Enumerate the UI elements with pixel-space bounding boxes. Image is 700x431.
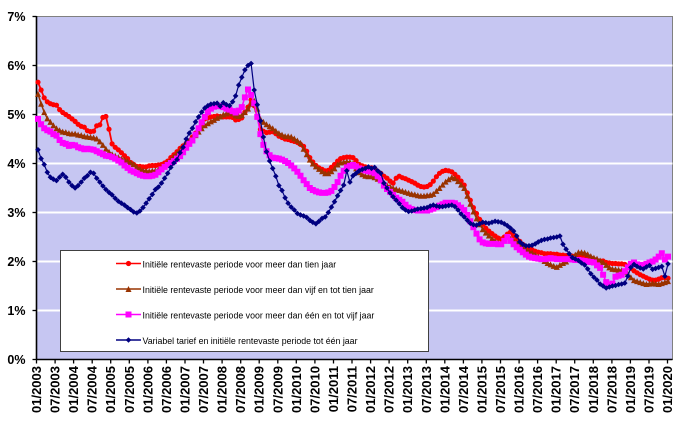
svg-text:07/2018: 07/2018 <box>604 366 619 413</box>
svg-text:2%: 2% <box>7 255 25 269</box>
svg-text:01/2016: 01/2016 <box>512 366 527 413</box>
svg-text:4%: 4% <box>7 157 25 171</box>
svg-text:07/2009: 07/2009 <box>270 366 285 413</box>
svg-text:1%: 1% <box>7 304 25 318</box>
svg-text:Initiële rentevaste periode vo: Initiële rentevaste periode voor meer da… <box>143 260 337 270</box>
svg-text:01/2005: 01/2005 <box>103 366 118 413</box>
svg-text:01/2011: 01/2011 <box>326 366 341 412</box>
svg-text:3%: 3% <box>7 206 25 220</box>
svg-text:01/2008: 01/2008 <box>215 366 230 413</box>
svg-text:5%: 5% <box>7 108 25 122</box>
svg-text:01/2015: 01/2015 <box>474 366 489 413</box>
svg-text:01/2018: 01/2018 <box>586 366 601 413</box>
svg-text:Initiële rentevaste periode vo: Initiële rentevaste periode voor meer da… <box>143 311 375 321</box>
svg-text:07/2014: 07/2014 <box>456 365 471 413</box>
svg-text:01/2007: 01/2007 <box>178 366 193 413</box>
svg-text:01/2006: 01/2006 <box>140 366 155 413</box>
svg-text:07/2010: 07/2010 <box>307 366 322 413</box>
svg-text:07/2017: 07/2017 <box>567 366 582 413</box>
svg-text:07/2003: 07/2003 <box>48 366 63 413</box>
svg-text:07/2011: 07/2011 <box>345 366 360 412</box>
svg-text:07/2006: 07/2006 <box>159 366 174 413</box>
svg-text:01/2009: 01/2009 <box>252 366 267 413</box>
svg-text:01/2017: 01/2017 <box>549 366 564 413</box>
svg-text:07/2008: 07/2008 <box>233 366 248 413</box>
svg-text:01/2013: 01/2013 <box>400 366 415 413</box>
svg-text:0%: 0% <box>7 353 25 367</box>
svg-text:01/2014: 01/2014 <box>437 365 452 413</box>
svg-text:07/2016: 07/2016 <box>530 366 545 413</box>
svg-text:Variabel tarief en initiële re: Variabel tarief en initiële rentevaste p… <box>143 336 358 346</box>
svg-text:01/2010: 01/2010 <box>289 366 304 413</box>
svg-text:07/2015: 07/2015 <box>493 366 508 413</box>
svg-text:01/2012: 01/2012 <box>363 366 378 413</box>
svg-text:01/2003: 01/2003 <box>29 366 44 413</box>
svg-text:01/2020: 01/2020 <box>660 366 675 413</box>
svg-text:07/2007: 07/2007 <box>196 366 211 413</box>
svg-text:07/2019: 07/2019 <box>642 366 657 413</box>
svg-text:7%: 7% <box>7 10 25 24</box>
svg-text:Initiële rentevaste periode vo: Initiële rentevaste periode voor meer da… <box>143 285 374 295</box>
svg-text:6%: 6% <box>7 59 25 73</box>
svg-text:07/2013: 07/2013 <box>419 366 434 413</box>
svg-text:01/2004: 01/2004 <box>66 365 81 413</box>
svg-text:07/2004: 07/2004 <box>85 365 100 413</box>
svg-text:07/2005: 07/2005 <box>122 366 137 413</box>
svg-text:01/2019: 01/2019 <box>623 366 638 413</box>
svg-text:07/2012: 07/2012 <box>382 366 397 413</box>
